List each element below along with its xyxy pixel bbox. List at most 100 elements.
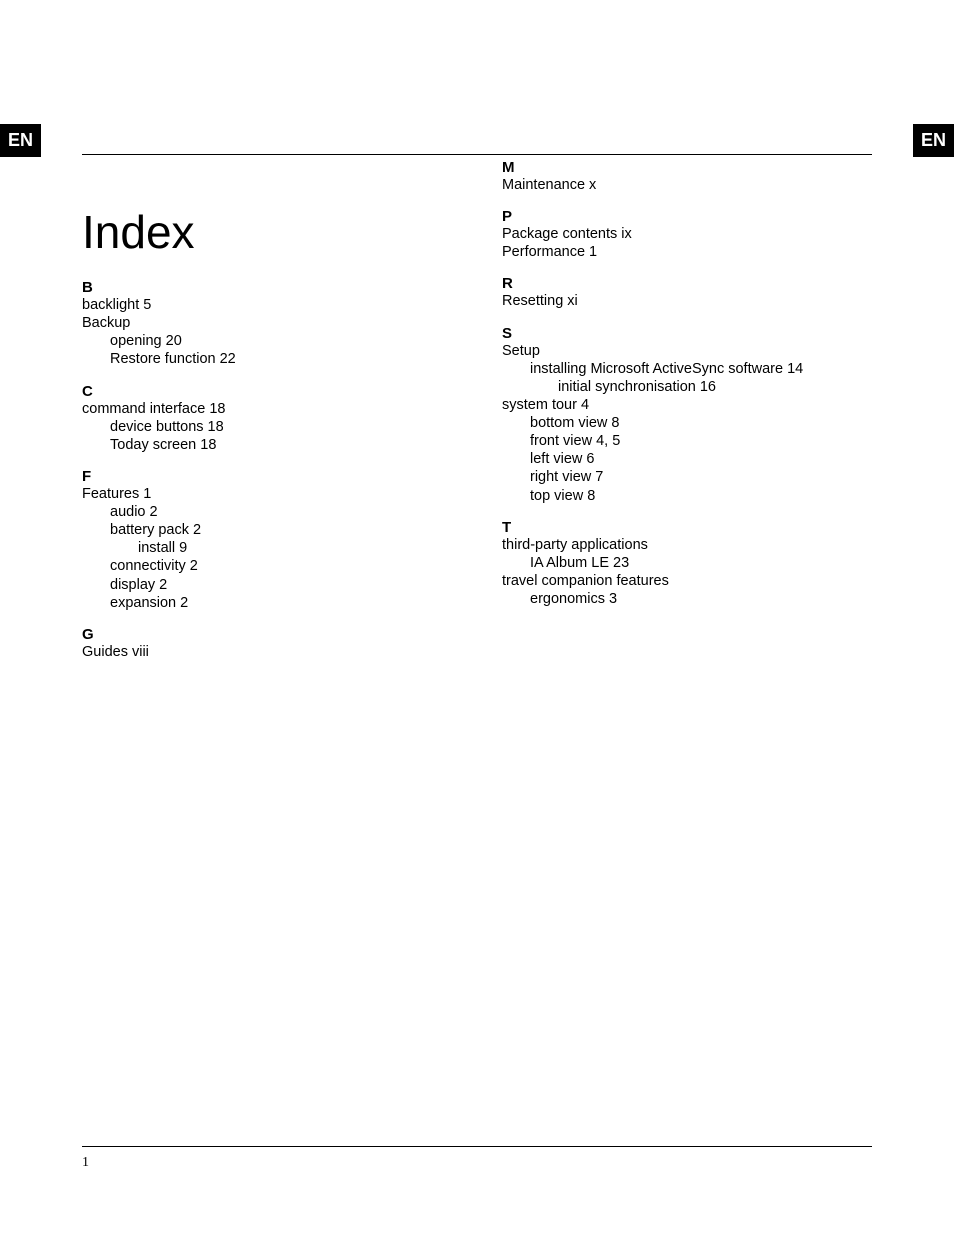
page-title: Index xyxy=(82,205,452,259)
index-page-ref[interactable]: 3 xyxy=(605,591,617,607)
index-letter: R xyxy=(502,275,872,292)
index-page-ref[interactable]: 2 xyxy=(176,595,188,611)
index-entry-text: Guides xyxy=(82,644,128,660)
index-page-ref[interactable]: 18 xyxy=(205,401,225,417)
index-page-ref[interactable]: 5 xyxy=(139,297,151,313)
index-page-ref[interactable]: 18 xyxy=(196,437,216,453)
index-entry-text: Setup xyxy=(502,343,540,359)
index-entry-text: ergonomics xyxy=(530,591,605,607)
index-entry-text: bottom view xyxy=(530,415,607,431)
index-entry: initial synchronisation 16 xyxy=(558,378,872,396)
lang-tab-right: EN xyxy=(913,124,954,157)
index-entry: left view 6 xyxy=(530,450,872,468)
index-page-ref[interactable]: 23 xyxy=(609,555,629,571)
index-entry: Restore function 22 xyxy=(110,350,452,368)
index-page-ref[interactable]: 22 xyxy=(216,351,236,367)
index-entry-text: travel companion features xyxy=(502,573,669,589)
index-page-ref[interactable]: 7 xyxy=(591,469,603,485)
index-page-ref[interactable]: 1 xyxy=(585,244,597,260)
index-entry: connectivity 2 xyxy=(110,557,452,575)
index-page-ref[interactable]: 9 xyxy=(175,540,187,556)
index-entry: Features 1 xyxy=(82,485,452,503)
index-entry-text: Restore function xyxy=(110,351,216,367)
page-body: Index Bbacklight 5Backupopening 20Restor… xyxy=(82,124,872,1175)
index-entry-text: initial synchronisation xyxy=(558,379,696,395)
index-entry: Package contents ix xyxy=(502,225,872,243)
index-letter: B xyxy=(82,279,452,296)
index-entry-text: IA Album LE xyxy=(530,555,609,571)
index-letter: G xyxy=(82,626,452,643)
index-entry-text: display xyxy=(110,577,155,593)
index-page-ref[interactable]: ix xyxy=(617,226,632,242)
index-entry-text: right view xyxy=(530,469,591,485)
index-entry-text: Features xyxy=(82,486,139,502)
index-entry-text: Today screen xyxy=(110,437,196,453)
index-page-ref[interactable]: 18 xyxy=(204,419,224,435)
index-page-ref[interactable]: 16 xyxy=(696,379,716,395)
index-page-ref[interactable]: 14 xyxy=(783,361,803,377)
index-entry: device buttons 18 xyxy=(110,418,452,436)
index-entry-text: install xyxy=(138,540,175,556)
footer-rule xyxy=(82,1146,872,1147)
index-page-ref[interactable]: 4, 5 xyxy=(592,433,620,449)
index-entry-text: Performance xyxy=(502,244,585,260)
index-entry-text: command interface xyxy=(82,401,205,417)
index-page-ref[interactable]: x xyxy=(585,177,596,193)
index-entry: IA Album LE 23 xyxy=(530,554,872,572)
index-entry-text: expansion xyxy=(110,595,176,611)
index-entry-text: left view xyxy=(530,451,582,467)
index-entry: third-party applications xyxy=(502,536,872,554)
index-page-ref[interactable]: 8 xyxy=(607,415,619,431)
index-entry-text: backlight xyxy=(82,297,139,313)
index-entry: Backup xyxy=(82,314,452,332)
index-entry-text: device buttons xyxy=(110,419,204,435)
index-entry: expansion 2 xyxy=(110,594,452,612)
index-col-left: Index Bbacklight 5Backupopening 20Restor… xyxy=(82,205,452,661)
index-entry: right view 7 xyxy=(530,468,872,486)
index-entry: command interface 18 xyxy=(82,400,452,418)
index-entry-text: Maintenance xyxy=(502,177,585,193)
index-letter: C xyxy=(82,383,452,400)
index-entry: Guides viii xyxy=(82,643,452,661)
index-entry-text: front view xyxy=(530,433,592,449)
index-page-ref[interactable]: viii xyxy=(128,644,149,660)
index-page-ref[interactable]: 4 xyxy=(577,397,589,413)
index-entry: system tour 4 xyxy=(502,396,872,414)
index-page-ref[interactable]: 8 xyxy=(583,488,595,504)
index-page-ref[interactable]: 6 xyxy=(582,451,594,467)
index-entry: Setup xyxy=(502,342,872,360)
index-col-right: MMaintenance xPPackage contents ixPerfor… xyxy=(502,145,872,661)
index-entry: Today screen 18 xyxy=(110,436,452,454)
index-entry-text: audio xyxy=(110,504,145,520)
index-page-ref[interactable]: 20 xyxy=(162,333,182,349)
index-entry: installing Microsoft ActiveSync software… xyxy=(530,360,872,378)
index-entry-text: opening xyxy=(110,333,162,349)
index-page-ref[interactable]: 2 xyxy=(186,558,198,574)
index-letter: S xyxy=(502,325,872,342)
index-entry-text: top view xyxy=(530,488,583,504)
index-columns: Index Bbacklight 5Backupopening 20Restor… xyxy=(82,205,872,661)
index-entry: top view 8 xyxy=(530,487,872,505)
index-entry: opening 20 xyxy=(110,332,452,350)
index-entry: travel companion features xyxy=(502,572,872,590)
index-page-ref[interactable]: 2 xyxy=(189,522,201,538)
index-letter: T xyxy=(502,519,872,536)
index-entry-text: installing Microsoft ActiveSync software xyxy=(530,361,783,377)
index-letter: M xyxy=(502,159,872,176)
index-entry-text: Resetting xyxy=(502,293,563,309)
index-entry: Maintenance x xyxy=(502,176,872,194)
index-entry-text: connectivity xyxy=(110,558,186,574)
index-entry-text: battery pack xyxy=(110,522,189,538)
index-page-ref[interactable]: 2 xyxy=(155,577,167,593)
index-entry-text: Package contents xyxy=(502,226,617,242)
index-entry: install 9 xyxy=(138,539,452,557)
index-entry: bottom view 8 xyxy=(530,414,872,432)
index-list-right: MMaintenance xPPackage contents ixPerfor… xyxy=(502,159,872,608)
index-list-left: Bbacklight 5Backupopening 20Restore func… xyxy=(82,279,452,661)
index-page-ref[interactable]: xi xyxy=(563,293,578,309)
index-entry: battery pack 2 xyxy=(110,521,452,539)
index-page-ref[interactable]: 1 xyxy=(139,486,151,502)
index-entry: Performance 1 xyxy=(502,243,872,261)
index-entry: audio 2 xyxy=(110,503,452,521)
index-page-ref[interactable]: 2 xyxy=(145,504,157,520)
